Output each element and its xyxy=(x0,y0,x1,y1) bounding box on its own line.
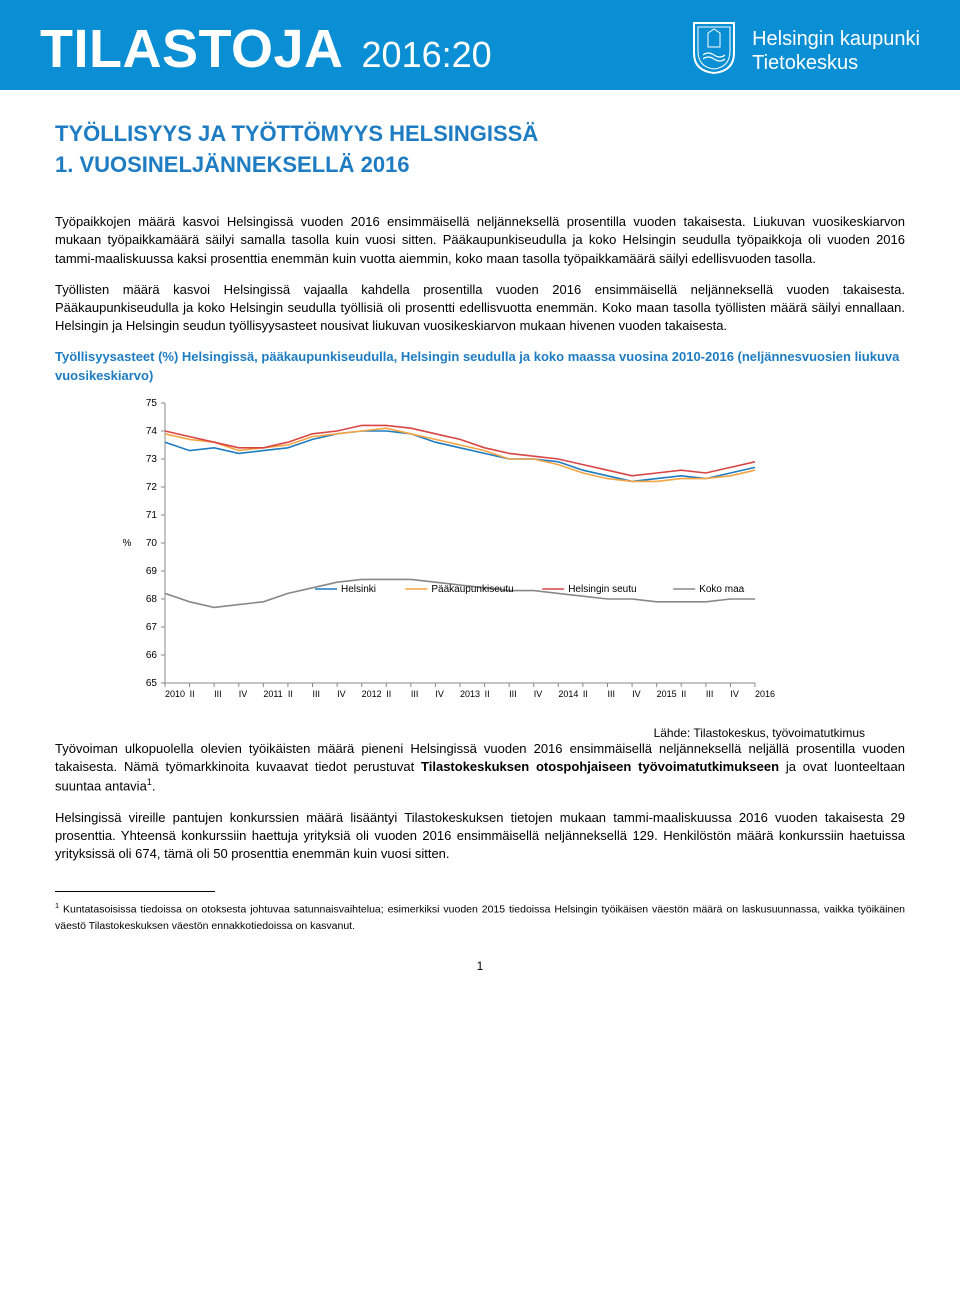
org-line2: Tietokeskus xyxy=(752,51,920,75)
svg-text:IV: IV xyxy=(239,689,248,699)
paragraph-4: Helsingissä vireille pantujen konkurssie… xyxy=(55,809,905,864)
footnote: 1 Kuntatasoisissa tiedoissa on otoksesta… xyxy=(55,900,905,935)
svg-text:68: 68 xyxy=(146,594,158,605)
svg-text:2011: 2011 xyxy=(263,689,282,699)
org-line1: Helsingin kaupunki xyxy=(752,27,920,51)
svg-text:71: 71 xyxy=(146,510,158,521)
chart-source: Lähde: Tilastokeskus, työvoimatutkimus xyxy=(55,726,865,740)
svg-text:65: 65 xyxy=(146,678,158,689)
svg-text:2015: 2015 xyxy=(657,689,677,699)
svg-text:74: 74 xyxy=(146,426,158,437)
svg-text:II: II xyxy=(386,689,391,699)
svg-text:2013: 2013 xyxy=(460,689,480,699)
employment-chart: 6566676869707172737475%2010IIIIIIV2011II… xyxy=(115,393,905,718)
page-number: 1 xyxy=(55,959,905,973)
chart-heading: Työllisyysasteet (%) Helsingissä, pääkau… xyxy=(55,348,905,384)
svg-text:III: III xyxy=(608,689,616,699)
svg-text:Pääkaupunkiseutu: Pääkaupunkiseutu xyxy=(431,584,513,595)
footnote-text: Kuntatasoisissa tiedoissa on otoksesta j… xyxy=(55,904,905,933)
svg-text:III: III xyxy=(313,689,321,699)
svg-text:72: 72 xyxy=(146,482,158,493)
paragraph-1: Työpaikkojen määrä kasvoi Helsingissä vu… xyxy=(55,213,905,268)
svg-text:III: III xyxy=(411,689,419,699)
svg-text:67: 67 xyxy=(146,622,158,633)
svg-text:73: 73 xyxy=(146,454,158,465)
page-content: TYÖLLISYYS JA TYÖTTÖMYYS HELSINGISSÄ 1. … xyxy=(0,90,960,993)
svg-text:2016: 2016 xyxy=(755,689,775,699)
svg-text:IV: IV xyxy=(632,689,641,699)
p3-bold: Tilastokeskuksen otospohjaiseen työvoima… xyxy=(421,759,779,774)
p3-post-b: . xyxy=(152,778,156,793)
svg-text:II: II xyxy=(288,689,293,699)
header-bar: TILASTOJA 2016:20 Helsingin kaupunki Tie… xyxy=(0,0,960,90)
crest-icon xyxy=(690,21,738,80)
svg-text:75: 75 xyxy=(146,398,158,409)
svg-text:Helsinki: Helsinki xyxy=(341,584,376,595)
svg-text:IV: IV xyxy=(534,689,543,699)
org-name: Helsingin kaupunki Tietokeskus xyxy=(752,27,920,75)
svg-text:2014: 2014 xyxy=(558,689,578,699)
header-left: TILASTOJA 2016:20 xyxy=(40,18,492,80)
paragraph-2: Työllisten määrä kasvoi Helsingissä vaja… xyxy=(55,281,905,336)
svg-text:%: % xyxy=(123,538,132,549)
svg-text:III: III xyxy=(706,689,714,699)
svg-text:IV: IV xyxy=(337,689,346,699)
doc-title-1: TYÖLLISYYS JA TYÖTTÖMYYS HELSINGISSÄ xyxy=(55,120,905,149)
svg-text:IV: IV xyxy=(730,689,739,699)
issue-number: 2016:20 xyxy=(362,34,492,76)
svg-text:II: II xyxy=(190,689,195,699)
paragraph-3: Työvoiman ulkopuolella olevien työikäist… xyxy=(55,740,905,796)
svg-text:69: 69 xyxy=(146,566,158,577)
svg-text:Helsingin seutu: Helsingin seutu xyxy=(568,584,636,595)
doc-title-2: 1. VUOSINELJÄNNEKSELLÄ 2016 xyxy=(55,151,905,180)
svg-text:70: 70 xyxy=(146,538,158,549)
svg-text:2010: 2010 xyxy=(165,689,185,699)
svg-text:II: II xyxy=(485,689,490,699)
svg-text:66: 66 xyxy=(146,650,158,661)
svg-text:IV: IV xyxy=(435,689,444,699)
svg-text:II: II xyxy=(583,689,588,699)
svg-text:III: III xyxy=(214,689,222,699)
svg-text:II: II xyxy=(681,689,686,699)
svg-text:Koko maa: Koko maa xyxy=(699,584,744,595)
svg-text:2012: 2012 xyxy=(362,689,382,699)
brand: TILASTOJA xyxy=(40,18,344,80)
footnote-rule xyxy=(55,891,215,892)
header-right: Helsingin kaupunki Tietokeskus xyxy=(690,21,920,80)
svg-text:III: III xyxy=(509,689,517,699)
